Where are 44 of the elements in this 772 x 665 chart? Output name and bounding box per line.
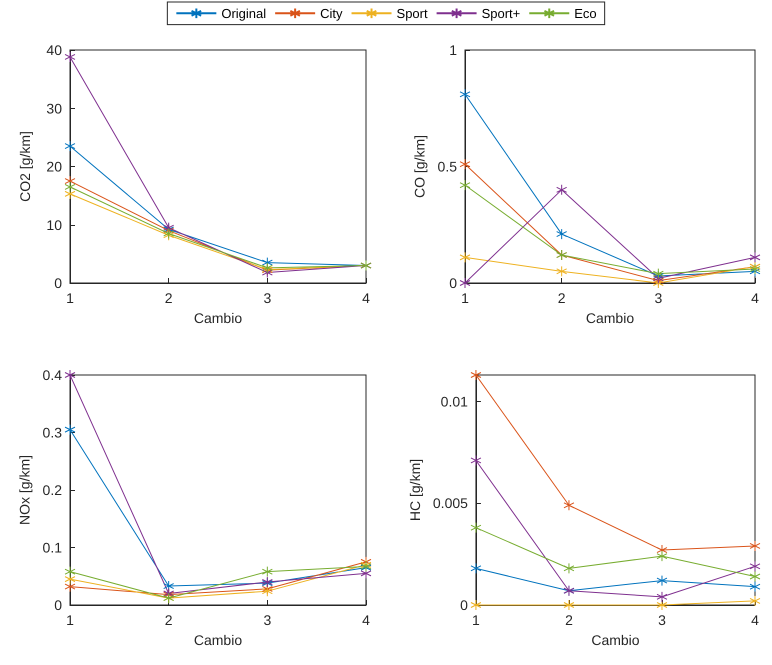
y-tick-label: 0.3 <box>42 424 62 440</box>
y-tick-label: 30 <box>46 100 62 116</box>
y-tick-label: 0.1 <box>42 540 62 556</box>
x-tick-label: 3 <box>658 612 666 628</box>
x-tick-label: 3 <box>654 290 662 306</box>
y-axis-title: NOx [g/km] <box>16 454 33 526</box>
x-tick-label: 2 <box>558 290 566 306</box>
y-tick-label: 20 <box>46 158 62 174</box>
x-axis-title: Cambio <box>586 310 634 326</box>
y-tick-label: 40 <box>46 42 62 58</box>
y-tick-label: 10 <box>46 216 62 233</box>
x-axis-title: Cambio <box>194 632 242 648</box>
y-tick-label: 0 <box>54 275 62 291</box>
legend-label: Original <box>221 6 266 21</box>
x-tick-label: 2 <box>565 612 574 628</box>
y-tick-label: 0.01 <box>440 393 468 410</box>
y-tick-label: 0.2 <box>42 482 62 498</box>
y-axis-title: HC [g/km] <box>407 458 423 522</box>
y-axis-title: CO [g/km] <box>412 134 428 198</box>
x-tick-label: 3 <box>263 612 272 628</box>
x-axis-title: Cambio <box>194 310 242 326</box>
y-tick-label: 1 <box>449 42 458 58</box>
x-tick-label: 3 <box>263 290 272 306</box>
legend-label: Sport+ <box>482 6 520 21</box>
x-tick-label: 1 <box>66 290 74 306</box>
x-tick-label: 1 <box>66 612 74 628</box>
x-tick-label: 4 <box>362 612 370 628</box>
x-axis-title: Cambio <box>591 632 640 648</box>
x-tick-label: 1 <box>472 612 480 628</box>
legend-label: City <box>320 6 344 21</box>
x-tick-label: 2 <box>164 290 173 306</box>
y-axis-title: CO2 [g/km] <box>17 131 33 202</box>
legend-label: Sport <box>396 6 428 21</box>
y-tick-label: 0.005 <box>432 495 468 512</box>
x-tick-label: 4 <box>362 290 370 306</box>
legend-label: Eco <box>574 6 597 21</box>
y-tick-label: 0.5 <box>438 158 458 174</box>
y-tick-label: 0 <box>449 275 458 291</box>
y-tick-label: 0 <box>460 597 468 613</box>
x-tick-label: 4 <box>751 612 760 628</box>
y-tick-label: 0.4 <box>42 367 62 383</box>
x-tick-label: 2 <box>164 612 173 628</box>
x-tick-label: 4 <box>751 290 760 306</box>
y-tick-label: 0 <box>54 597 62 613</box>
